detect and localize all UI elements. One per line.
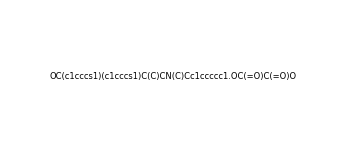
Text: OC(c1cccs1)(c1cccs1)C(C)CN(C)Cc1ccccc1.OC(=O)C(=O)O: OC(c1cccs1)(c1cccs1)C(C)CN(C)Cc1ccccc1.O…	[49, 73, 297, 81]
